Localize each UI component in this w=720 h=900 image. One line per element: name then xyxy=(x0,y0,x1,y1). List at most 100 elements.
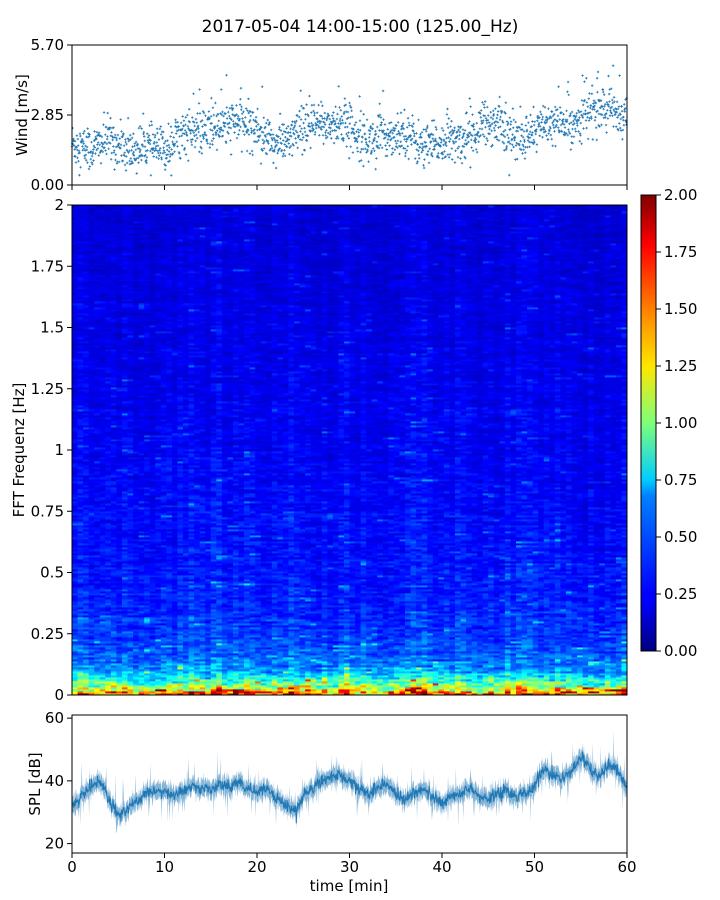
wind-data-point xyxy=(181,132,185,135)
wind-data-point xyxy=(247,133,251,136)
wind-data-point xyxy=(202,137,205,140)
wind-data-point xyxy=(445,113,449,116)
wind-data-point xyxy=(348,122,352,125)
wind-data-point xyxy=(113,149,116,152)
wind-data-point xyxy=(412,122,415,125)
wind-data-point xyxy=(590,92,594,96)
wind-data-point xyxy=(76,148,79,152)
wind-data-point xyxy=(406,145,409,148)
wind-data-point xyxy=(192,92,195,95)
wind-data-point xyxy=(133,142,137,145)
wind-data-point xyxy=(130,162,133,165)
wind-data-point xyxy=(557,85,560,88)
wind-data-point xyxy=(475,148,478,151)
wind-data-point xyxy=(498,118,502,121)
wind-data-point xyxy=(310,111,313,114)
wind-data-point xyxy=(167,143,171,147)
wind-data-point xyxy=(443,133,447,136)
wind-data-point xyxy=(571,127,574,131)
wind-data-point xyxy=(353,123,356,127)
wind-data-point xyxy=(403,147,407,150)
wind-data-point xyxy=(289,131,292,134)
wind-data-point xyxy=(596,91,599,94)
wind-data-point xyxy=(282,152,285,155)
wind-data-point xyxy=(92,159,95,162)
wind-data-point xyxy=(124,140,127,144)
wind-data-point xyxy=(508,173,511,177)
wind-data-point xyxy=(284,140,288,143)
wind-data-point xyxy=(547,132,550,135)
wind-data-point xyxy=(134,148,138,152)
wind-data-point xyxy=(249,114,253,118)
wind-data-point xyxy=(100,149,103,152)
wind-data-point xyxy=(293,124,297,127)
wind-data-point xyxy=(76,137,80,141)
wind-data-point xyxy=(146,136,150,139)
wind-data-point xyxy=(556,114,560,118)
wind-data-point xyxy=(291,120,294,123)
wind-data-point xyxy=(588,111,592,114)
wind-data-point xyxy=(163,168,167,171)
wind-data-point xyxy=(521,152,524,155)
wind-data-point xyxy=(126,137,130,140)
wind-data-point xyxy=(173,142,177,146)
wind-data-point xyxy=(570,110,574,114)
wind-data-point xyxy=(146,132,149,135)
wind-data-point xyxy=(108,126,112,129)
wind-data-point xyxy=(235,113,238,116)
wind-data-point xyxy=(125,155,128,158)
wind-data-point xyxy=(588,92,591,95)
wind-data-point xyxy=(566,80,570,84)
wind-data-point xyxy=(605,131,608,134)
wind-data-point xyxy=(123,151,126,154)
wind-data-point xyxy=(86,135,90,139)
wind-data-point xyxy=(496,110,500,113)
wind-data-point xyxy=(178,135,181,138)
wind-data-point xyxy=(204,133,208,137)
wind-data-point xyxy=(133,144,136,148)
wind-data-point xyxy=(122,144,126,147)
wind-data-point xyxy=(177,125,180,128)
wind-data-point xyxy=(421,142,424,146)
wind-data-point xyxy=(153,149,156,152)
wind-data-point xyxy=(190,140,193,144)
wind-data-point xyxy=(519,105,522,108)
wind-data-point xyxy=(274,166,278,170)
wind-data-point xyxy=(274,140,277,144)
wind-data-point xyxy=(491,109,495,112)
wind-data-point xyxy=(211,129,214,132)
wind-data-point xyxy=(88,165,92,168)
wind-data-point xyxy=(175,140,179,143)
wind-data-point xyxy=(191,116,194,119)
wind-data-point xyxy=(359,129,362,132)
wind-data-point xyxy=(226,130,229,134)
wind-data-point xyxy=(532,105,535,109)
wind-data-point xyxy=(91,150,95,154)
wind-data-point xyxy=(378,129,381,132)
wind-data-point xyxy=(168,146,171,149)
wind-data-point xyxy=(293,132,296,136)
wind-data-point xyxy=(253,131,257,135)
wind-data-point xyxy=(313,133,317,136)
wind-data-point xyxy=(575,121,579,125)
wind-data-point xyxy=(81,149,84,152)
wind-data-point xyxy=(252,129,255,133)
wind-data-point xyxy=(554,144,557,148)
wind-data-point xyxy=(229,126,232,130)
wind-data-point xyxy=(241,117,244,120)
wind-data-point xyxy=(264,125,267,129)
wind-data-point xyxy=(204,124,208,127)
wind-data-point xyxy=(199,140,203,143)
wind-data-point xyxy=(130,149,133,152)
wind-data-point xyxy=(572,119,575,123)
wind-data-point xyxy=(403,108,406,112)
wind-data-point xyxy=(209,115,213,118)
wind-data-point xyxy=(96,147,100,150)
wind-data-point xyxy=(363,132,367,136)
wind-data-point xyxy=(260,147,263,151)
wind-data-point xyxy=(199,134,202,138)
wind-data-point xyxy=(422,128,426,131)
wind-data-point xyxy=(207,110,211,113)
wind-data-point xyxy=(308,125,312,128)
wind-data-point xyxy=(200,152,204,155)
